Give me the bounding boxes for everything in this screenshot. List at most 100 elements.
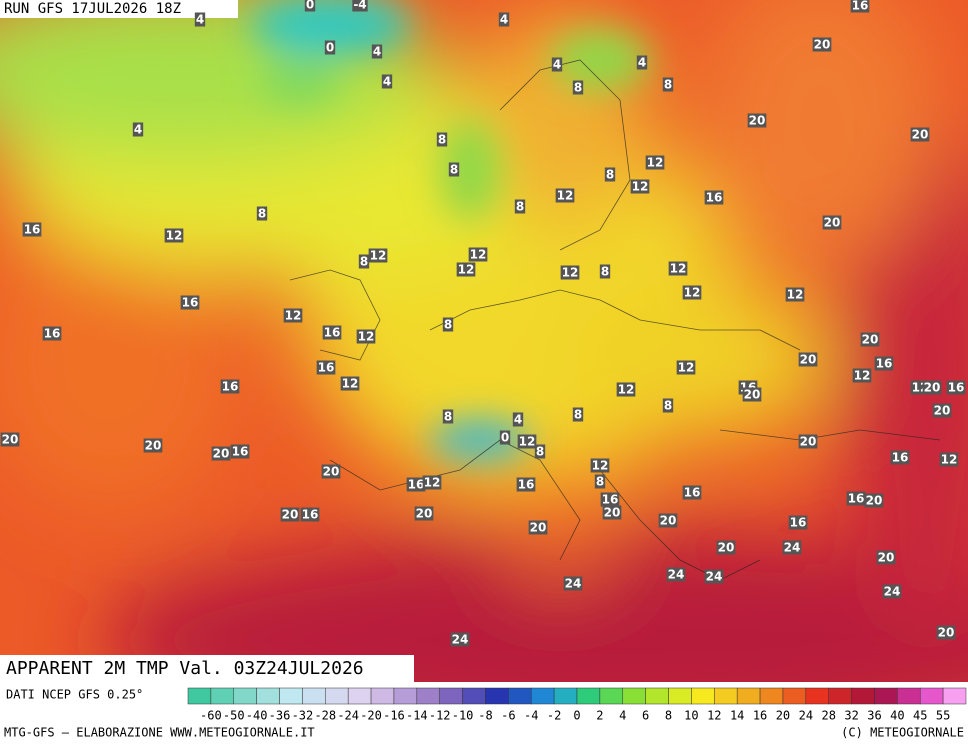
colorbar-tick-label: -40 (246, 709, 268, 723)
contour-label: 12 (787, 288, 804, 302)
contour-label: 16 (318, 361, 335, 375)
contour-label: 24 (452, 633, 469, 647)
contour-label: 20 (323, 465, 340, 479)
colorbar-tick-label: 16 (753, 709, 767, 723)
contour-label: 0 (326, 41, 334, 55)
colorbar-tick-label: 4 (619, 709, 626, 723)
contour-label: 16 (222, 380, 239, 394)
colorbar-tick-label: -24 (337, 709, 359, 723)
contour-label-box (0, 432, 20, 447)
contour-label-box (890, 450, 910, 465)
contour-label: 24 (784, 541, 801, 555)
contour-label-box (922, 380, 942, 395)
colorbar-swatch (736, 687, 761, 705)
contour-label-box (600, 492, 620, 507)
colorbar-swatch (553, 687, 578, 705)
header-box (0, 0, 238, 18)
contour-label-box (450, 632, 470, 647)
colorbar-tick-label: 0 (573, 709, 580, 723)
contour-label: 24 (884, 585, 901, 599)
contour-label: 8 (596, 475, 604, 489)
contour-label-box (555, 188, 575, 203)
contour-label-box (22, 222, 42, 237)
coastlines (289, 59, 941, 581)
contour-label-box (704, 569, 724, 584)
contour-label: 12 (519, 435, 536, 449)
source-label: DATI NCEP GFS 0.25° (6, 688, 143, 702)
contour-label-box (211, 446, 231, 461)
contour-label-box (220, 379, 240, 394)
colorbar-tick-label: 2 (596, 709, 603, 723)
contour-label: 8 (258, 207, 266, 221)
colorbar-tick-label: -16 (383, 709, 405, 723)
contour-label-box (381, 74, 393, 89)
contour-label-box (356, 329, 376, 344)
colorbar-tick-label: 14 (730, 709, 744, 723)
colorbar-swatch (828, 687, 852, 705)
contour-label: 20 (744, 388, 761, 402)
contour-label: 16 (24, 223, 41, 237)
contour-label-box (864, 493, 884, 508)
contour-label: 12 (592, 459, 609, 473)
colorbar-swatch (279, 687, 303, 705)
colorbar-tick-label: 24 (799, 709, 813, 723)
contour-label-box (716, 540, 736, 555)
contour-label-box (604, 167, 616, 182)
contour-label-box (602, 505, 622, 520)
contour-label: 20 (924, 381, 941, 395)
contour-label: 16 (602, 493, 619, 507)
contour-label: 20 (862, 333, 879, 347)
contour-label-box (534, 444, 546, 459)
contour-label: 20 (800, 353, 817, 367)
contour-label: 16 (848, 492, 865, 506)
colorbar-tick-label: 40 (890, 709, 904, 723)
colorbar-tick-label: -14 (406, 709, 428, 723)
colorbar-tick-label: -36 (269, 709, 291, 723)
contour-label: 24 (565, 577, 582, 591)
contour-label: 4 (196, 13, 204, 27)
contour-label-box (514, 199, 526, 214)
colorbar-swatch (645, 687, 669, 705)
contour-label-box (512, 412, 524, 427)
contour-label-box (812, 37, 832, 52)
colorbar: -60 -50 -40 -36 -32 -28 -24 -20 -16 -14 -12 -10 -8 -6… (187, 687, 967, 723)
contour-label: 16 (302, 508, 319, 522)
contour-label: 16 (232, 445, 249, 459)
colorbar-swatch (302, 687, 326, 705)
contour-label-box (846, 491, 866, 506)
contour-label-box (645, 155, 665, 170)
contour-label-box (436, 132, 448, 147)
contour-label-box (572, 80, 584, 95)
contour-label-box (551, 57, 563, 72)
contour-label-box (876, 550, 896, 565)
colorbar-tick-label: 12 (707, 709, 721, 723)
contour-label-box (662, 398, 674, 413)
contour-label-box (788, 515, 808, 530)
contour-label: 12 (632, 180, 649, 194)
contour-label: 20 (660, 514, 677, 528)
colorbar-swatch (919, 687, 944, 705)
contour-label-box (442, 409, 454, 424)
contour-label: 4 (500, 13, 508, 27)
contour-label: 12 (562, 266, 579, 280)
colorbar-tick-label: 45 (913, 709, 927, 723)
contour-label: 12 (166, 229, 183, 243)
contour-label-box (932, 403, 952, 418)
contour-label-box (528, 520, 548, 535)
colorbar-swatch (874, 687, 898, 705)
contour-label: 4 (553, 58, 561, 72)
contour-label: 20 (912, 128, 929, 142)
contour-label: 0 (306, 0, 314, 12)
colorbar-tick-label: -32 (292, 709, 314, 723)
contour-label: 8 (438, 133, 446, 147)
contour-label-box (283, 308, 303, 323)
contour-label-box (850, 0, 870, 13)
contour-label: 16 (182, 296, 199, 310)
credit-right: (C) METEOGIORNALE (841, 726, 964, 740)
contour-label: 20 (282, 508, 299, 522)
contour-label-box (422, 475, 442, 490)
colorbar-tick-label: 20 (776, 709, 790, 723)
colorbar-swatch (370, 687, 395, 705)
